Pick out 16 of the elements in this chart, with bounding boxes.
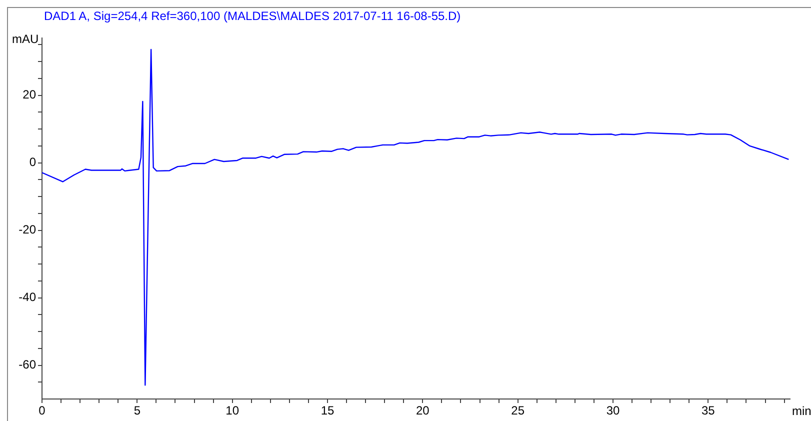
- x-tick-label: 30: [606, 404, 620, 418]
- chart-title: DAD1 A, Sig=254,4 Ref=360,100 (MALDES\MALDES 2017-07-11 16-08-55.D): [44, 9, 461, 23]
- x-tick-label: 25: [511, 404, 525, 418]
- x-axis-title: min: [792, 404, 811, 418]
- y-tick-label: 0: [29, 155, 36, 170]
- x-tick-label: 5: [134, 404, 141, 418]
- x-tick-label: 20: [416, 404, 430, 418]
- y-tick-label: -40: [18, 290, 36, 304]
- x-tick-label: 35: [701, 404, 716, 418]
- y-tick-label: 20: [22, 88, 36, 102]
- x-tick-label: 0: [38, 404, 46, 418]
- x-tick-label: 10: [226, 404, 240, 418]
- y-axis-title: mAU: [12, 32, 39, 46]
- y-tick-label: -60: [18, 358, 36, 372]
- x-tick-label: 15: [320, 404, 334, 418]
- y-tick-label: -20: [18, 222, 36, 237]
